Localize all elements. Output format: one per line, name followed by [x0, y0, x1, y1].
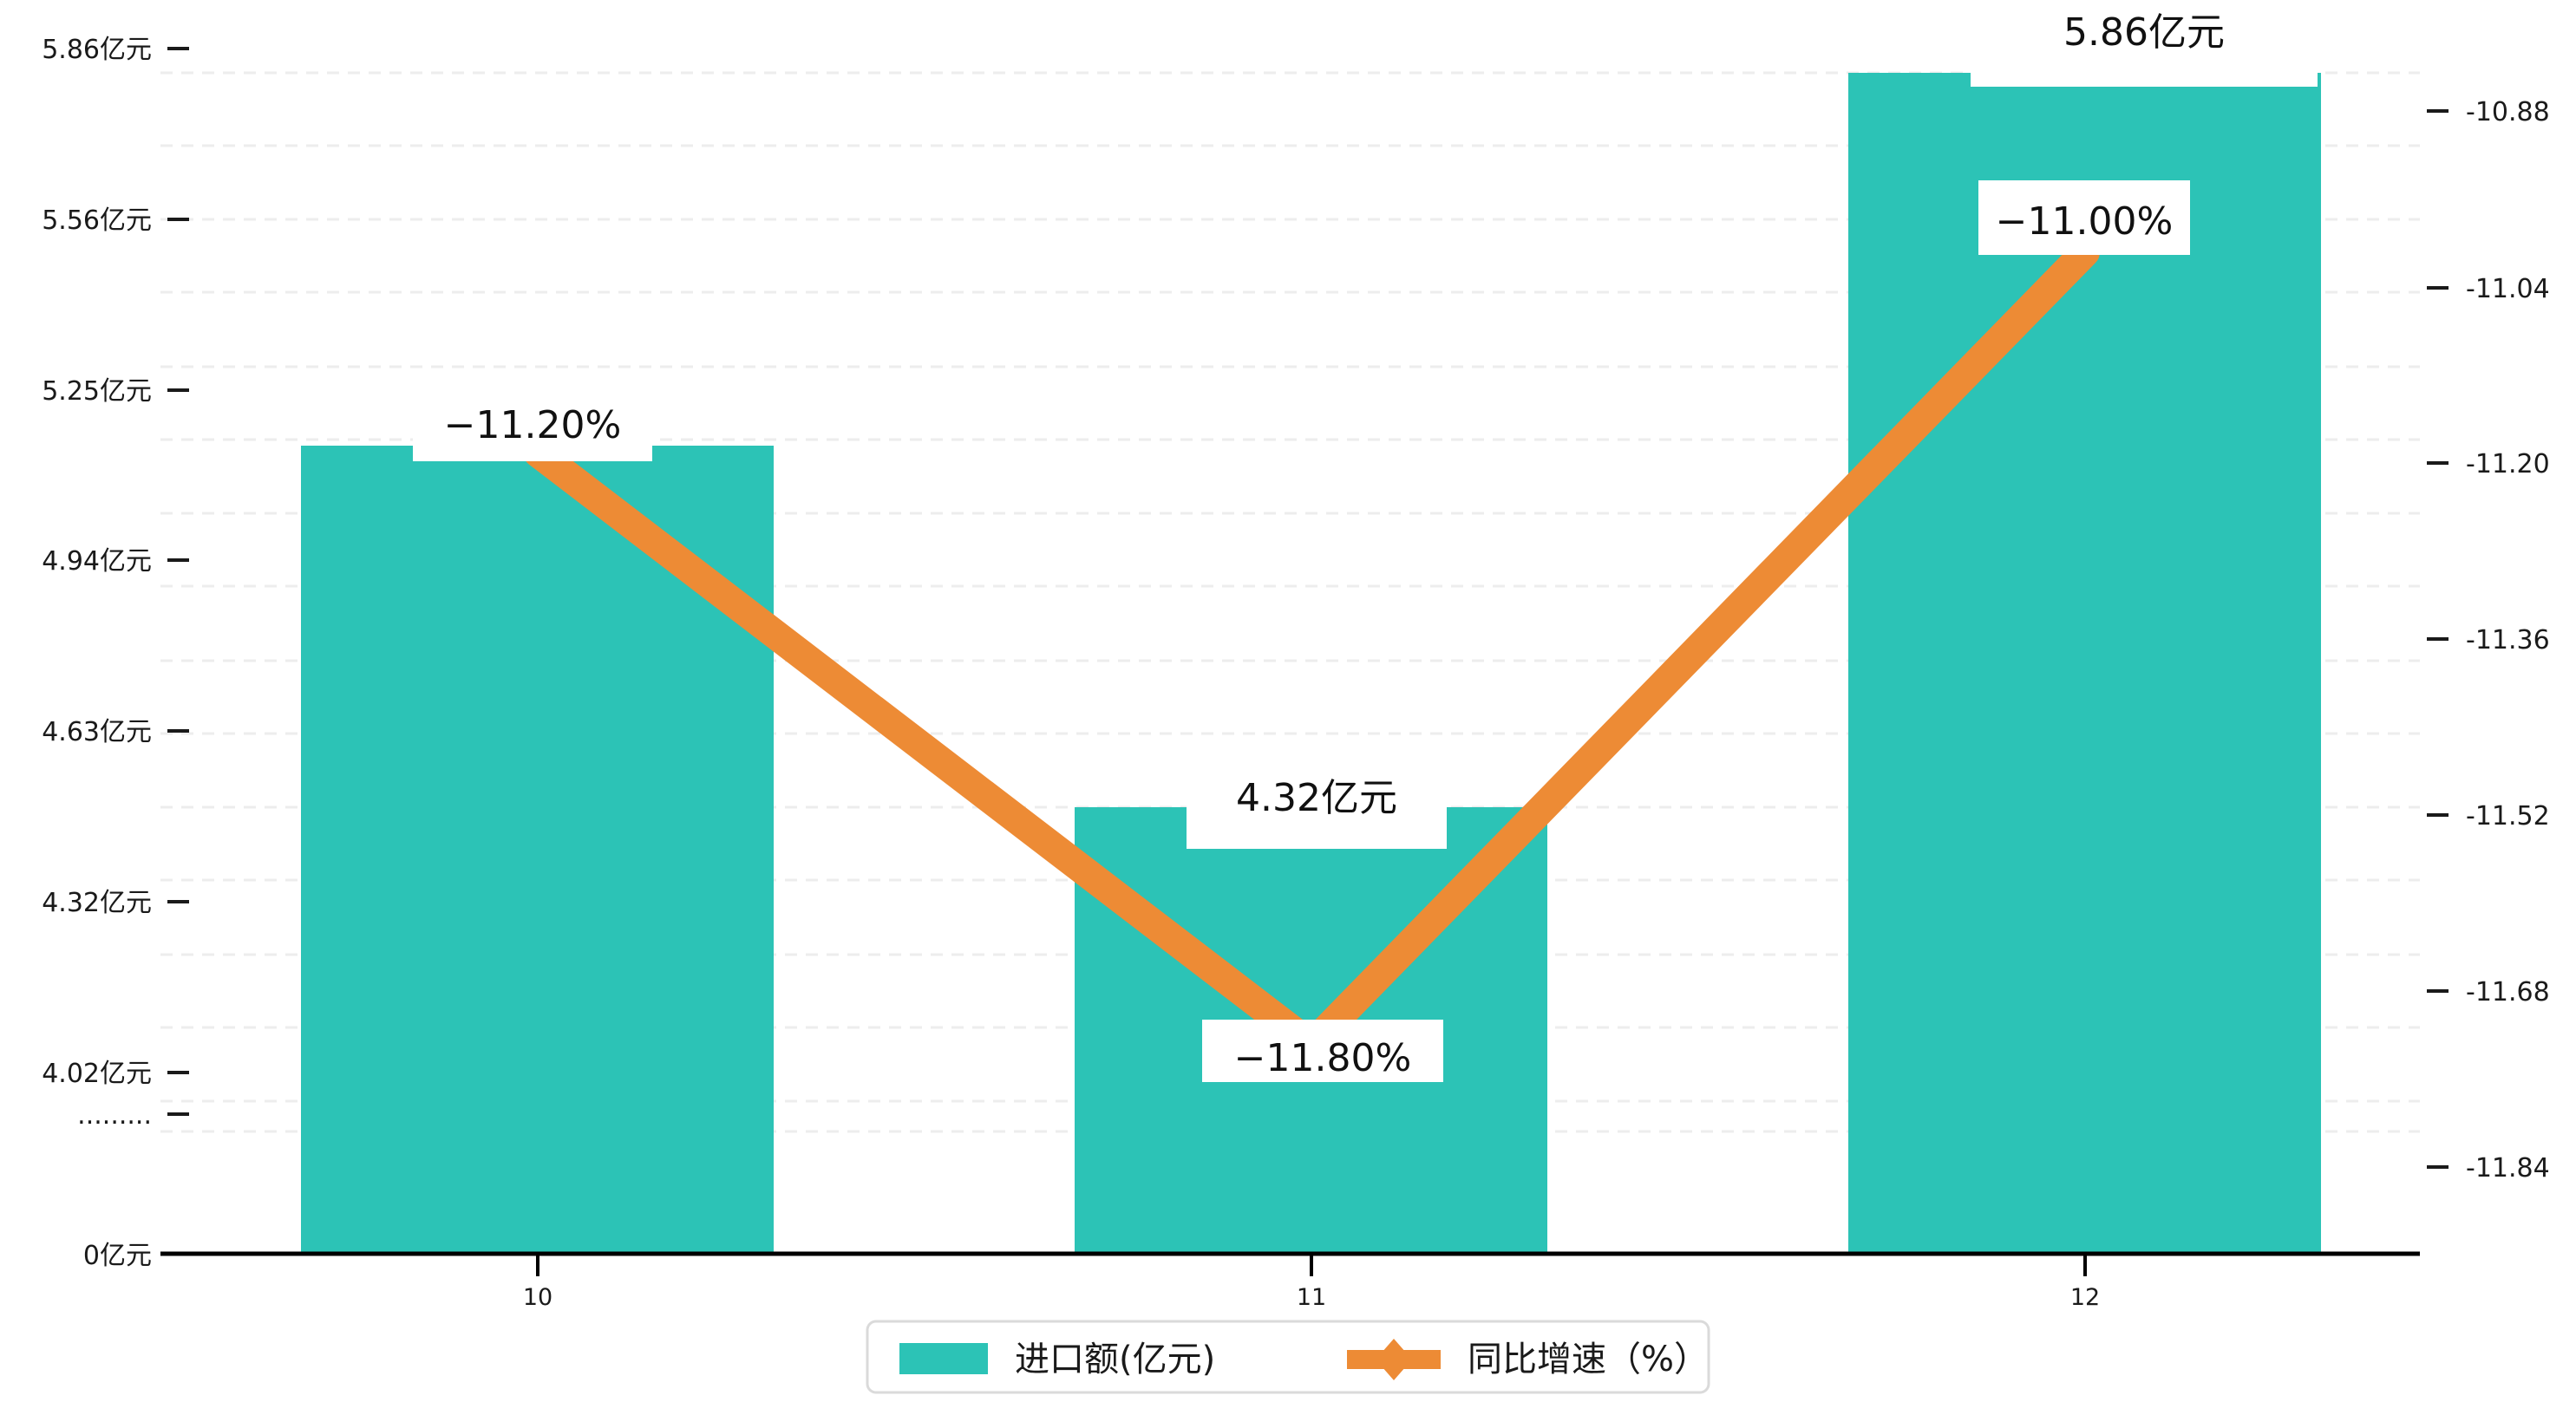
- right-tick-label-6: -11.84: [2466, 1153, 2550, 1184]
- legend-swatch-bar-icon: [899, 1343, 988, 1374]
- left-tick-label-6: 4.02亿元: [42, 1059, 152, 1089]
- right-tick-label-5: -11.68: [2466, 977, 2550, 1007]
- right-tick-label-0: -10.88: [2466, 97, 2550, 127]
- left-axis-tickmarks: [167, 47, 189, 1116]
- right-tick-label-1: -11.04: [2466, 274, 2550, 304]
- legend-label-yoy-growth: 同比增速（%）: [1468, 1340, 1709, 1379]
- data-label-bar-11: 4.32亿元: [1187, 759, 1447, 849]
- x-axis-tick-labels: 10 11 12: [523, 1284, 2100, 1311]
- x-axis-tickmarks: [536, 1254, 2087, 1276]
- legend-item-import-amount[interactable]: 进口额(亿元): [899, 1340, 1215, 1379]
- x-tick-label-10: 10: [523, 1284, 552, 1311]
- left-tick-label-8-zero: 0亿元: [83, 1241, 152, 1271]
- left-tick-label-1: 5.56亿元: [42, 205, 152, 236]
- right-axis-tick-labels: -10.88 -11.04 -11.20 -11.36 -11.52 -11.6…: [2466, 97, 2550, 1184]
- left-tick-label-3: 4.94亿元: [42, 546, 152, 577]
- data-label-line-10: −11.20%: [413, 381, 652, 461]
- legend-label-import-amount: 进口额(亿元): [1015, 1340, 1215, 1379]
- data-label-bar-12: 5.86亿元: [1971, 0, 2318, 87]
- data-label-bar-12-text: 5.86亿元: [2063, 10, 2225, 55]
- data-label-line-12-text: −11.00%: [1996, 199, 2174, 244]
- data-label-line-12: −11.00%: [1978, 180, 2190, 255]
- data-label-line-10-text: −11.20%: [444, 403, 622, 447]
- left-tick-label-5: 4.32亿元: [42, 888, 152, 918]
- left-tick-label-4: 4.63亿元: [42, 717, 152, 747]
- left-tick-label-2: 5.25亿元: [42, 376, 152, 407]
- right-tick-label-3: -11.36: [2466, 625, 2550, 655]
- right-axis-tickmarks: [2427, 109, 2449, 1169]
- x-tick-label-12: 12: [2070, 1284, 2100, 1311]
- data-label-line-11-text: −11.80%: [1234, 1036, 1412, 1080]
- data-label-line-11: −11.80%: [1202, 1020, 1443, 1082]
- legend: 进口额(亿元) 同比增速（%）: [866, 1320, 1710, 1394]
- legend-item-yoy-growth[interactable]: 同比增速（%）: [1347, 1339, 1709, 1380]
- legend-diamond-marker-icon: [1376, 1339, 1412, 1380]
- x-tick-label-11: 11: [1297, 1284, 1326, 1311]
- right-tick-label-4: -11.52: [2466, 801, 2550, 831]
- left-axis-tick-labels: 5.86亿元 5.56亿元 5.25亿元 4.94亿元 4.63亿元 4.32亿…: [42, 35, 152, 1271]
- data-label-bar-11-text: 4.32亿元: [1236, 776, 1397, 820]
- legend-background: [866, 1320, 1710, 1394]
- right-tick-label-2: -11.20: [2466, 449, 2550, 479]
- left-tick-label-0: 5.86亿元: [42, 35, 152, 65]
- left-tick-label-7-ellipsis: .........: [77, 1100, 152, 1131]
